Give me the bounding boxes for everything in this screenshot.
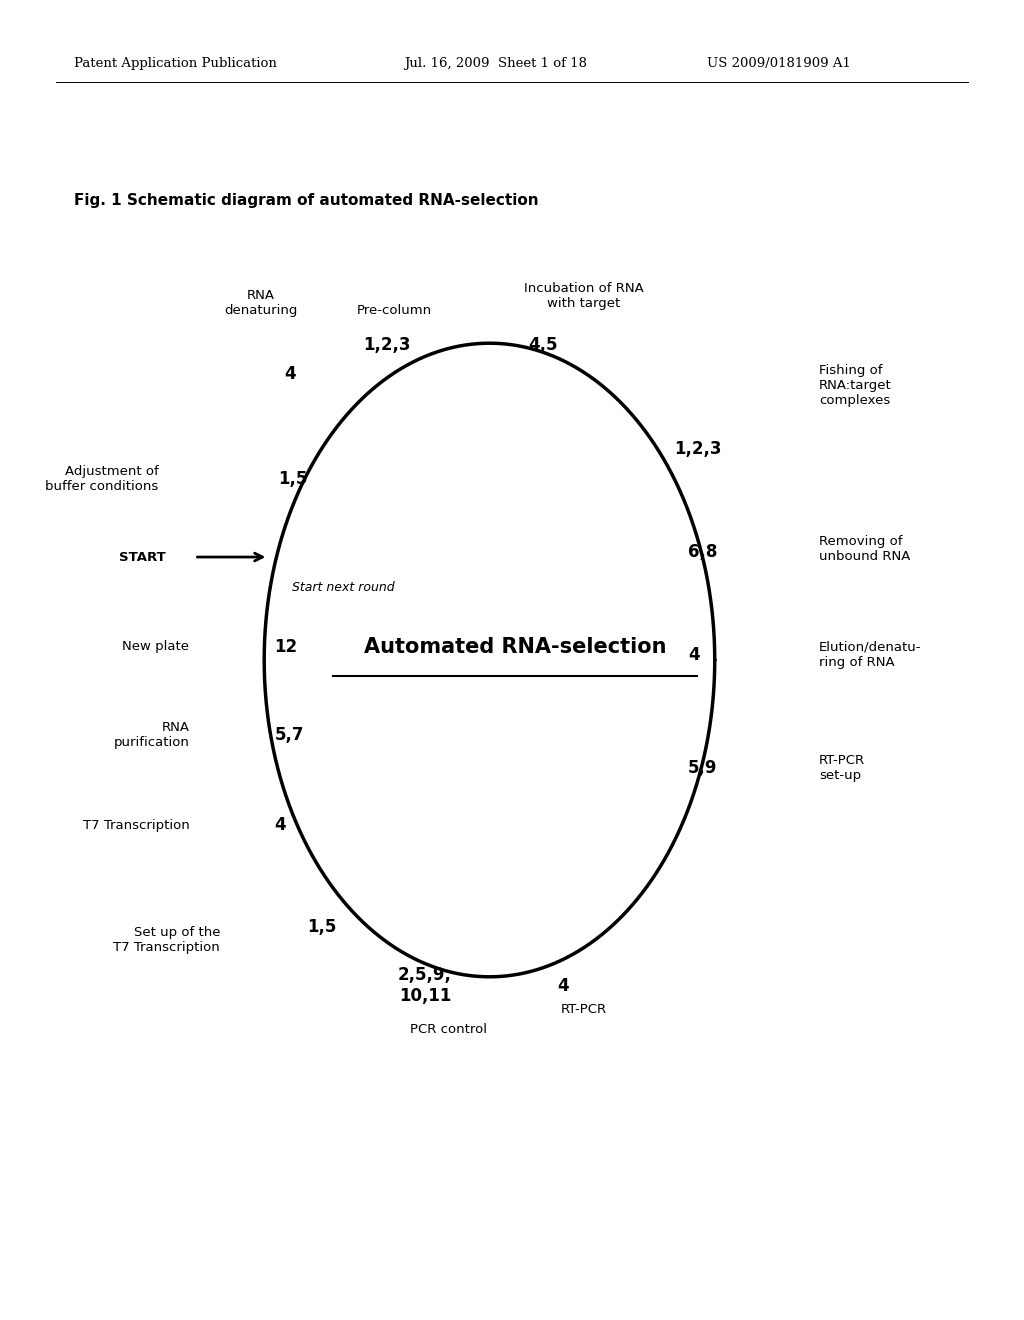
Text: Adjustment of
buffer conditions: Adjustment of buffer conditions: [45, 465, 159, 494]
Text: RT-PCR: RT-PCR: [560, 1003, 607, 1016]
Text: 1,2,3: 1,2,3: [674, 440, 721, 458]
Text: Set up of the
T7 Transcription: Set up of the T7 Transcription: [114, 925, 220, 954]
Text: Start next round: Start next round: [292, 581, 394, 594]
Text: Removing of
unbound RNA: Removing of unbound RNA: [819, 535, 910, 564]
Text: RNA
purification: RNA purification: [114, 721, 189, 750]
Text: Incubation of RNA
with target: Incubation of RNA with target: [524, 282, 643, 310]
Text: Patent Application Publication: Patent Application Publication: [74, 57, 276, 70]
Text: START: START: [119, 550, 166, 564]
Text: T7 Transcription: T7 Transcription: [83, 818, 189, 832]
Text: 4: 4: [688, 645, 699, 664]
Text: 4: 4: [285, 364, 296, 383]
Text: 1,5: 1,5: [307, 917, 337, 936]
Text: Fishing of
RNA:target
complexes: Fishing of RNA:target complexes: [819, 364, 892, 407]
Text: Automated RNA-selection: Automated RNA-selection: [364, 636, 667, 657]
Text: New plate: New plate: [123, 640, 189, 653]
Text: PCR control: PCR control: [410, 1023, 487, 1036]
Text: Jul. 16, 2009  Sheet 1 of 18: Jul. 16, 2009 Sheet 1 of 18: [404, 57, 588, 70]
Text: 1,5: 1,5: [279, 470, 308, 488]
Text: 4: 4: [274, 816, 286, 834]
Text: 6,8: 6,8: [688, 543, 718, 561]
Text: Pre-column: Pre-column: [356, 304, 432, 317]
Text: 2,5,9,
10,11: 2,5,9, 10,11: [398, 966, 452, 1005]
Text: 12: 12: [274, 638, 298, 656]
Text: RT-PCR
set-up: RT-PCR set-up: [819, 754, 865, 783]
Text: 4: 4: [557, 977, 569, 995]
Text: 5,7: 5,7: [274, 726, 304, 744]
Text: 5,9: 5,9: [688, 759, 718, 777]
Text: 1,2,3: 1,2,3: [364, 335, 411, 354]
Text: Elution/denatu-
ring of RNA: Elution/denatu- ring of RNA: [819, 640, 922, 669]
Text: Fig. 1 Schematic diagram of automated RNA-selection: Fig. 1 Schematic diagram of automated RN…: [74, 193, 539, 209]
Text: 4,5: 4,5: [528, 335, 557, 354]
Text: US 2009/0181909 A1: US 2009/0181909 A1: [707, 57, 851, 70]
Text: RNA
denaturing: RNA denaturing: [224, 289, 298, 317]
